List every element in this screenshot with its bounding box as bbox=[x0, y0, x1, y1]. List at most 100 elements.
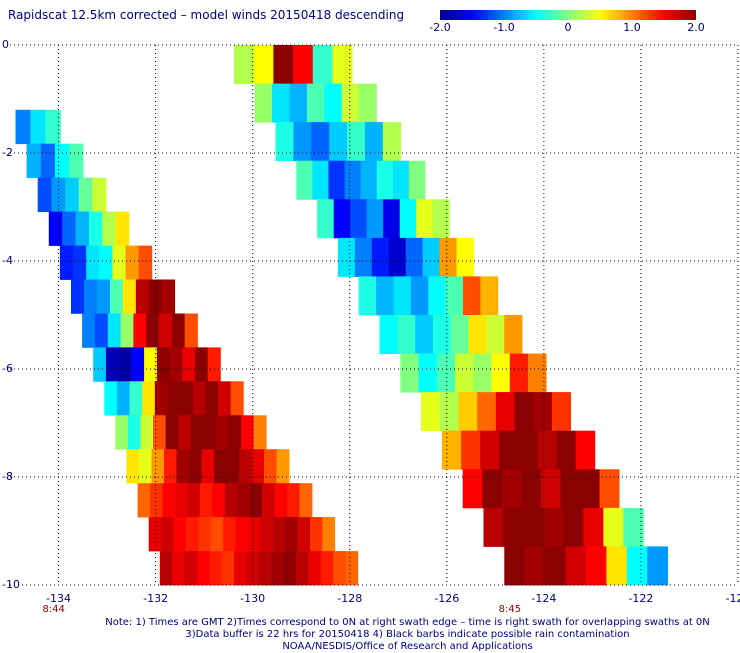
footnotes: Note: 1) Times are GMT 2)Times correspon… bbox=[0, 617, 740, 653]
colorbar-segment bbox=[644, 10, 649, 20]
colorbar-segment bbox=[592, 10, 597, 20]
swath-1-cell bbox=[283, 551, 297, 586]
swath-1-cell bbox=[164, 449, 177, 484]
swath-1-cell bbox=[299, 483, 313, 518]
swath-1-cell bbox=[139, 449, 152, 484]
swath-1-cell bbox=[274, 483, 288, 518]
swath-2-cell bbox=[606, 546, 628, 586]
swath-1-cell bbox=[154, 381, 168, 416]
swath-2-cell bbox=[405, 237, 423, 277]
colorbar-segment bbox=[664, 10, 669, 20]
swath-1-cell bbox=[65, 177, 80, 212]
swath-2-cell bbox=[499, 430, 519, 470]
swath-2-cell bbox=[347, 122, 366, 162]
swath-1-cell bbox=[156, 347, 170, 382]
swath-2-cell bbox=[289, 83, 308, 123]
longitude-tick-label: -134 bbox=[46, 592, 72, 605]
swath-2-cell bbox=[450, 315, 469, 354]
swath-2-cell bbox=[482, 469, 503, 509]
colorbar bbox=[440, 10, 696, 20]
swath-1-cell bbox=[86, 245, 100, 280]
colorbar-segment bbox=[504, 10, 509, 20]
swath-2-cell bbox=[328, 160, 345, 200]
colorbar-segment bbox=[612, 10, 617, 20]
colorbar-segment bbox=[604, 10, 609, 20]
swath-1-cell bbox=[285, 517, 298, 552]
swath-2-cell bbox=[432, 199, 450, 239]
colorbar-segment bbox=[572, 10, 577, 20]
colorbar-segment bbox=[636, 10, 641, 20]
swath-1-cell bbox=[84, 279, 98, 314]
swath-1-cell bbox=[214, 449, 227, 484]
swath-1-cell bbox=[234, 551, 247, 586]
swath-2-cell bbox=[533, 392, 553, 432]
swath-1-cell bbox=[345, 551, 359, 586]
colorbar-tick-label: 0 bbox=[564, 21, 572, 34]
swath-1-cell bbox=[237, 483, 251, 518]
swath-1-cell bbox=[133, 313, 147, 348]
swath-1-cell bbox=[59, 245, 74, 280]
swath-2-cell bbox=[364, 122, 384, 162]
swath-1-cell bbox=[112, 245, 126, 280]
swath-1-cell bbox=[159, 551, 173, 586]
colorbar-segment bbox=[648, 10, 653, 20]
longitude-tick-label: -124 bbox=[531, 592, 557, 605]
latitude-tick-label: -8 bbox=[2, 470, 13, 483]
swath-2-cell bbox=[455, 353, 474, 393]
swath-2-cell bbox=[518, 430, 538, 470]
swath-2-cell bbox=[483, 507, 504, 547]
swath-1-cell bbox=[137, 483, 151, 518]
colorbar-segment bbox=[680, 10, 685, 20]
swath-2-cell bbox=[421, 392, 441, 432]
swath-1-cell bbox=[135, 279, 150, 314]
swath-1-cell bbox=[48, 211, 63, 246]
swath-2-cell bbox=[354, 237, 373, 277]
colorbar-segment bbox=[564, 10, 569, 20]
swath-1-cell bbox=[248, 517, 261, 552]
colorbar-tick-label: 2.0 bbox=[687, 21, 705, 34]
longitude-tick-label: -130 bbox=[240, 592, 266, 605]
swath-1-cell bbox=[144, 347, 158, 382]
swath-1-cell bbox=[92, 177, 107, 212]
swath-2-cell bbox=[383, 199, 401, 239]
swath-1-cell bbox=[271, 551, 284, 586]
swath-2-cell bbox=[491, 353, 511, 393]
swath-1-cell bbox=[333, 551, 346, 586]
swath-1-cell bbox=[297, 517, 311, 552]
swath-1-cell bbox=[151, 449, 165, 484]
swath-1-cell bbox=[150, 483, 163, 518]
swath-2-cell bbox=[556, 430, 577, 470]
swath-1-cell bbox=[148, 279, 163, 314]
swath-2-cell bbox=[253, 45, 274, 84]
swath-1-cell bbox=[116, 381, 130, 416]
swath-1-cell bbox=[118, 347, 132, 382]
swath-1-cell bbox=[126, 449, 140, 484]
swath-1-cell bbox=[140, 415, 154, 450]
swath-1-cell bbox=[75, 211, 90, 246]
swath-1-cell bbox=[249, 483, 263, 518]
swath-2-cell bbox=[422, 237, 440, 277]
swath-2-cell bbox=[436, 353, 456, 393]
swath-1-cell bbox=[287, 483, 300, 518]
colorbar-segment bbox=[532, 10, 537, 20]
swath-2-cell bbox=[293, 122, 312, 162]
swath-2-cell bbox=[416, 199, 434, 239]
swath-1-cell bbox=[189, 449, 202, 484]
swath-1-cell bbox=[215, 415, 229, 450]
swath-2-cell bbox=[324, 83, 343, 123]
swath-1-cell bbox=[173, 517, 187, 552]
swath-1-cell bbox=[276, 449, 290, 484]
colorbar-segment bbox=[588, 10, 593, 20]
swath-1-cell bbox=[212, 483, 226, 518]
colorbar-segment bbox=[520, 10, 525, 20]
colorbar-segment bbox=[536, 10, 541, 20]
swath-2-cell bbox=[503, 507, 524, 547]
colorbar-segment bbox=[580, 10, 585, 20]
colorbar-tick-label: -1.0 bbox=[493, 21, 515, 34]
swath-2-cell bbox=[480, 430, 500, 470]
colorbar-segment bbox=[544, 10, 549, 20]
swath-2-cell bbox=[296, 160, 313, 200]
swath-2-cell bbox=[551, 392, 571, 432]
colorbar-segment bbox=[528, 10, 533, 20]
swath-1-cell bbox=[187, 483, 201, 518]
